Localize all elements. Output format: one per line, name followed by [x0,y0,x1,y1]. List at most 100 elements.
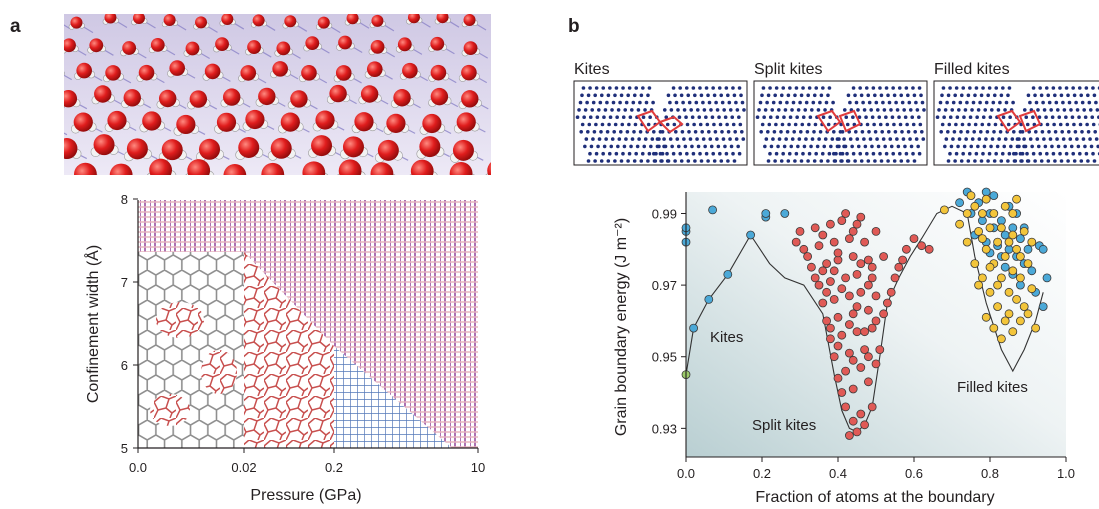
split-kites-point [856,409,866,419]
split-kites-point [841,366,851,376]
phase-y-tick: 8 [121,192,128,207]
split-kites-point [909,234,919,244]
filled-kites-point [1008,327,1018,337]
phase-x-tick: 0.02 [231,460,256,475]
filled-kites-point [981,244,991,254]
filled-kites-point [1019,302,1029,312]
panel-a: a 5 6 7 8 0.0 0.02 0.2 10 Confinement width (Å)… [10,14,491,504]
filled-kites-point [989,323,999,333]
split-kites-point [822,259,832,269]
phase-diagram-axes: 5 6 7 8 0.0 0.02 0.2 10 [121,192,485,475]
filled-kites-point [970,259,980,269]
split-kites-point [863,280,873,290]
kites-point [708,205,718,215]
split-kites-point [890,273,900,283]
filled-kites-point [993,237,1003,247]
split-kites-point [844,431,854,440]
filled-kites-point [939,205,949,215]
filled-kites-point [962,237,972,247]
kites-point [780,209,790,218]
filled-kites-point [993,280,1003,290]
scatter-axes: 0.0 0.2 0.4 0.6 0.8 1.0 0.93 0.95 0.97 0.99 [652,192,1075,481]
snapshot-kites [573,80,748,166]
split-kites-point [871,226,881,236]
kites-point [955,198,965,208]
filled-kites-point [996,334,1006,344]
filled-kites-point [1004,287,1014,297]
kites-point [1027,266,1037,276]
scatter-y-tick: 0.99 [652,206,677,221]
filled-kites-point [955,219,965,229]
filled-kites-point [977,209,987,218]
split-kites-point [863,255,873,265]
split-kites-point [848,355,858,365]
split-kites-point [863,305,873,315]
split-kites-point [799,244,809,254]
filled-kites-point [962,209,972,218]
split-kites-point [863,377,873,387]
split-kites-point [917,241,927,251]
split-kites-point [814,241,824,251]
split-kites-point [841,209,851,218]
scatter-y-tick: 0.97 [652,278,677,293]
kites-point [689,323,699,333]
split-kites-point [860,345,870,355]
filled-kites-point [1012,244,1022,254]
phase-diagram [137,200,478,449]
split-kites-point [860,237,870,247]
annotation-filled-kites: Filled kites [957,379,1028,396]
split-kites-point [901,244,911,254]
filled-kites-point [985,287,995,297]
split-kites-point [871,316,881,326]
scatter-x-tick: 0.0 [677,466,695,481]
kites-point [746,230,756,240]
split-kites-point [822,287,832,297]
split-kites-point [818,298,828,308]
scatter-y-axis-label: Grain boundary energy (J m⁻²) [613,218,630,436]
split-kites-point [852,427,862,437]
panel-b: b Kites Split kites Filled kites 0.0 0.2 0… [568,16,1099,506]
split-kites-point [882,298,892,308]
filled-kites-point [1008,209,1018,218]
filled-kites-point [1027,237,1037,247]
kites-point [1000,230,1010,240]
filled-kites-point [981,194,991,204]
filled-kites-point [970,201,980,211]
filled-kites-point [1012,294,1022,304]
split-kites-point [852,302,862,312]
split-kites-point [806,262,816,272]
split-kites-point [867,323,877,333]
filled-kites-point [985,262,995,272]
split-kites-point [822,316,832,326]
split-kites-point [856,259,866,269]
split-kites-point [814,280,824,290]
kites-point [1038,244,1048,254]
split-kites-point [833,341,843,351]
split-kites-point [852,219,862,229]
filled-kites-point [1008,230,1018,240]
filled-kites-point [1023,309,1033,319]
filled-kites-point [1015,252,1025,261]
split-kites-point [825,323,835,333]
split-kites-point [795,226,805,236]
split-kites-point [837,330,847,340]
split-kites-point [871,359,881,369]
split-kites-point [844,348,854,358]
split-kites-point [879,309,889,319]
filled-kites-point [1027,284,1037,294]
split-kites-point [867,402,877,412]
scatter-x-axis-label: Fraction of atoms at the boundary [755,489,994,506]
snapshot-filled-kites [933,80,1099,166]
snapshot-title-kites: Kites [574,61,610,78]
split-kites-point [924,244,934,254]
split-kites-point [837,284,847,294]
scatter-x-tick: 0.8 [981,466,999,481]
kites-point [723,269,733,279]
filled-kites-point [996,223,1006,233]
convex-hull-line [685,205,1044,433]
filled-kites-point [996,273,1006,283]
split-kites-point [833,248,843,258]
kites-point [1015,234,1025,244]
panel-a-letter: a [10,16,21,37]
split-kites-point [829,237,839,247]
